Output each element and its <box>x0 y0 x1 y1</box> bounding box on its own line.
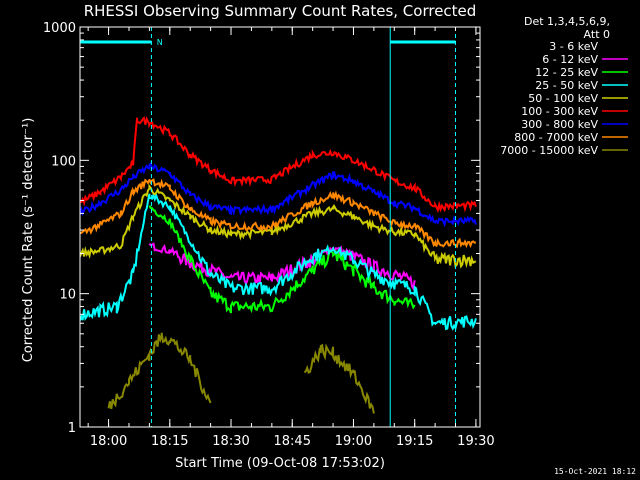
series-line-5 <box>80 116 477 214</box>
series-layer <box>80 116 477 414</box>
legend-label-7: 800 - 7000 keV <box>514 131 598 144</box>
series-line-4 <box>80 183 477 269</box>
series-line-2 <box>148 205 416 314</box>
attenuator-state: Att 0 <box>584 28 610 41</box>
y-tick-label-3: 1000 <box>43 21 76 36</box>
y-tick-label-0: 1 <box>68 421 76 436</box>
legend-label-1: 6 - 12 keV <box>542 53 598 66</box>
detector-list: Det 1,3,4,5,6,9, <box>524 15 610 28</box>
night-label: N <box>157 38 163 47</box>
series-line-3 <box>80 191 477 331</box>
series-line-6 <box>80 161 477 228</box>
x-tick-label-1: 18:15 <box>151 434 188 449</box>
x-tick-label-3: 18:45 <box>274 434 311 449</box>
series-line-7 <box>80 178 477 249</box>
legend-label-4: 50 - 100 keV <box>528 92 598 105</box>
x-tick-label-4: 19:00 <box>335 434 372 449</box>
series-line-0 <box>148 265 416 351</box>
series-line-8 <box>107 332 375 414</box>
axis-layer: 18:00 18:15 18:30 18:45 19:00 19:15 19:30 1 10 10… <box>43 21 495 449</box>
x-tick-label-2: 18:30 <box>212 434 249 449</box>
legend-label-0: 3 - 6 keV <box>549 40 598 53</box>
x-tick-label-5: 19:15 <box>396 434 433 449</box>
y-tick-label-2: 100 <box>51 154 76 169</box>
footer-date: 15-Oct-2021 18:12 <box>554 467 636 476</box>
x-tick-label-0: 18:00 <box>90 434 127 449</box>
y-axis-label: Corrected Count Rate (s⁻¹ detector⁻¹) <box>21 118 36 363</box>
legend-label-3: 25 - 50 keV <box>535 79 598 92</box>
y-tick-label-1: 10 <box>59 288 76 303</box>
x-axis-label: Start Time (09-Oct-08 17:53:02) <box>175 456 385 471</box>
chart-title: RHESSI Observing Summary Count Rates, Co… <box>84 2 477 20</box>
x-tick-label-6: 19:30 <box>457 434 494 449</box>
legend-label-5: 100 - 300 keV <box>521 105 598 118</box>
legend-label-6: 300 - 800 keV <box>521 118 598 131</box>
legend-label-2: 12 - 25 keV <box>535 66 598 79</box>
plot-frame <box>79 26 481 428</box>
legend-label-8: 7000 - 15000 keV <box>500 144 598 157</box>
